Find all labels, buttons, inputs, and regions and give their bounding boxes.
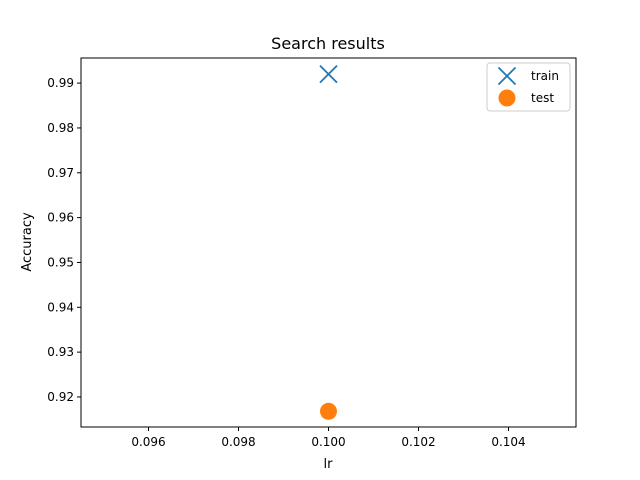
x-tick-label: 0.102 bbox=[401, 435, 435, 449]
y-axis-label: Accuracy bbox=[20, 212, 35, 272]
y-tick-label: 0.93 bbox=[47, 345, 74, 359]
legend-train-marker bbox=[497, 66, 517, 86]
legend-test-label: test bbox=[531, 91, 554, 105]
chart-title: Search results bbox=[271, 34, 385, 53]
test-point bbox=[320, 402, 337, 420]
x-tick-label: 0.100 bbox=[311, 435, 345, 449]
x-tick-label: 0.104 bbox=[491, 435, 525, 449]
y-tick-label: 0.98 bbox=[47, 121, 74, 135]
x-tick-label: 0.098 bbox=[221, 435, 255, 449]
y-tick-label: 0.94 bbox=[47, 300, 74, 314]
x-axis: 0.096 0.098 0.100 0.102 0.104 bbox=[131, 427, 526, 449]
y-tick-label: 0.92 bbox=[47, 390, 74, 404]
legend: train test bbox=[486, 62, 571, 112]
y-tick-label: 0.97 bbox=[47, 166, 74, 180]
y-axis: 0.92 0.93 0.94 0.95 0.96 0.97 0.98 0.99 bbox=[47, 76, 81, 404]
y-tick-label: 0.95 bbox=[47, 255, 74, 269]
train-point bbox=[319, 65, 338, 84]
x-axis-label: lr bbox=[324, 457, 334, 472]
legend-test-marker bbox=[498, 89, 516, 107]
y-tick-label: 0.99 bbox=[47, 76, 74, 90]
legend-train-label: train bbox=[531, 69, 559, 83]
y-tick-label: 0.96 bbox=[47, 211, 74, 225]
x-tick-label: 0.096 bbox=[131, 435, 165, 449]
data-points bbox=[319, 65, 338, 420]
